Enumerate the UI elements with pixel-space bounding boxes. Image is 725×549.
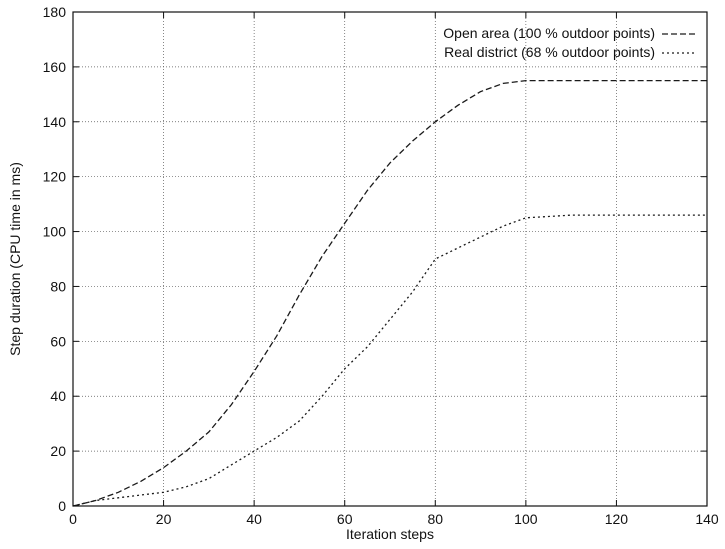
x-tick-label: 120 — [605, 511, 629, 527]
ticks: 0 20 40 60 80 100 120 140 0 20 40 60 80 100 120 140 160 1… — [43, 4, 719, 527]
y-tick-label: 60 — [50, 333, 66, 349]
y-tick-label: 40 — [50, 388, 66, 404]
y-tick-label: 180 — [43, 4, 67, 20]
plot-frame — [72, 11, 708, 507]
y-tick-label: 80 — [50, 278, 66, 294]
y-tick-label: 100 — [43, 224, 67, 240]
x-tick-label: 80 — [427, 511, 443, 527]
y-tick-label: 0 — [58, 498, 66, 514]
grid — [73, 12, 707, 506]
y-tick-label: 120 — [43, 169, 67, 185]
x-axis-label: Iteration steps — [346, 526, 434, 542]
x-tick-label: 20 — [156, 511, 172, 527]
legend-label-open-area: Open area (100 % outdoor points) — [443, 25, 655, 41]
series-line-open-area — [72, 79, 707, 507]
series-layer — [72, 79, 707, 507]
x-tick-label: 40 — [246, 511, 262, 527]
y-tick-label: 160 — [43, 59, 67, 75]
legend-label-real-district: Real district (68 % outdoor points) — [444, 44, 655, 60]
x-tick-label: 60 — [337, 511, 353, 527]
y-axis-label: Step duration (CPU time in ms) — [7, 162, 23, 356]
y-tick-label: 20 — [50, 443, 66, 459]
y-tick-label: 140 — [43, 114, 67, 130]
series-line-real-district — [72, 214, 707, 507]
x-tick-label: 140 — [695, 511, 719, 527]
x-tick-label: 0 — [69, 511, 77, 527]
legend: Open area (100 % outdoor points) Real di… — [443, 25, 697, 60]
x-tick-label: 100 — [514, 511, 538, 527]
